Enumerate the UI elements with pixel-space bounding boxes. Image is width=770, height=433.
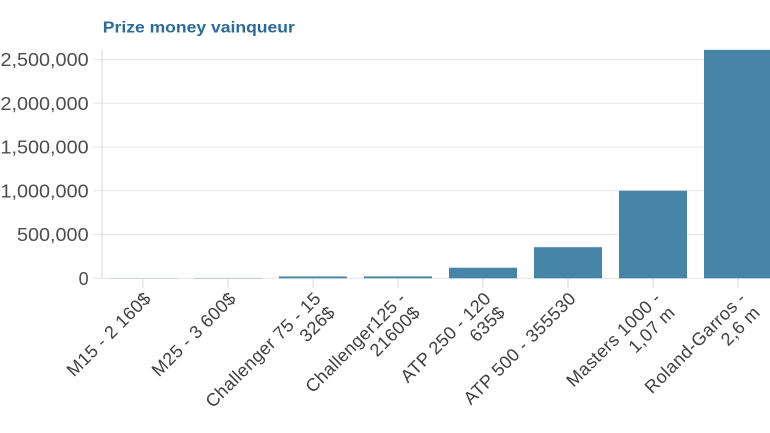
svg-text:Prize money vainqueur: Prize money vainqueur: [103, 20, 295, 37]
svg-text:0: 0: [79, 269, 89, 289]
svg-text:2,500,000: 2,500,000: [1, 50, 89, 70]
svg-text:500,000: 500,000: [17, 225, 89, 245]
svg-text:2,000,000: 2,000,000: [1, 94, 89, 114]
svg-text:1,500,000: 1,500,000: [1, 138, 89, 158]
svg-text:1,000,000: 1,000,000: [1, 181, 89, 201]
